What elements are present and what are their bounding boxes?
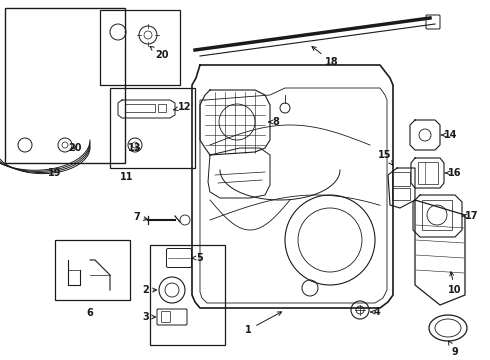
Bar xyxy=(110,88,195,168)
Bar xyxy=(150,245,225,345)
Text: 3: 3 xyxy=(142,312,155,322)
Bar xyxy=(100,10,180,85)
Text: 17: 17 xyxy=(462,211,479,221)
Bar xyxy=(158,104,166,112)
Bar xyxy=(392,172,410,186)
Text: 2: 2 xyxy=(142,285,156,295)
Bar xyxy=(392,188,410,200)
Text: 15: 15 xyxy=(378,150,393,165)
Bar xyxy=(418,162,438,184)
Text: 11: 11 xyxy=(120,172,134,182)
Text: 19: 19 xyxy=(48,168,62,178)
Text: 4: 4 xyxy=(371,307,381,317)
Bar xyxy=(125,104,155,112)
Text: 5: 5 xyxy=(192,253,203,263)
Text: 7: 7 xyxy=(133,212,147,222)
Text: 16: 16 xyxy=(445,168,462,178)
Text: 12: 12 xyxy=(173,102,192,112)
Text: 20: 20 xyxy=(150,46,169,60)
Bar xyxy=(5,8,125,163)
Bar xyxy=(422,200,452,230)
Text: 9: 9 xyxy=(448,341,458,357)
Text: 6: 6 xyxy=(87,308,94,318)
Bar xyxy=(55,240,130,300)
Text: 20: 20 xyxy=(68,143,81,153)
Text: 1: 1 xyxy=(245,312,282,335)
Text: 14: 14 xyxy=(441,130,458,140)
Text: 13: 13 xyxy=(128,143,142,153)
Text: 18: 18 xyxy=(312,46,339,67)
Text: 8: 8 xyxy=(269,117,279,127)
Text: 10: 10 xyxy=(448,272,462,295)
